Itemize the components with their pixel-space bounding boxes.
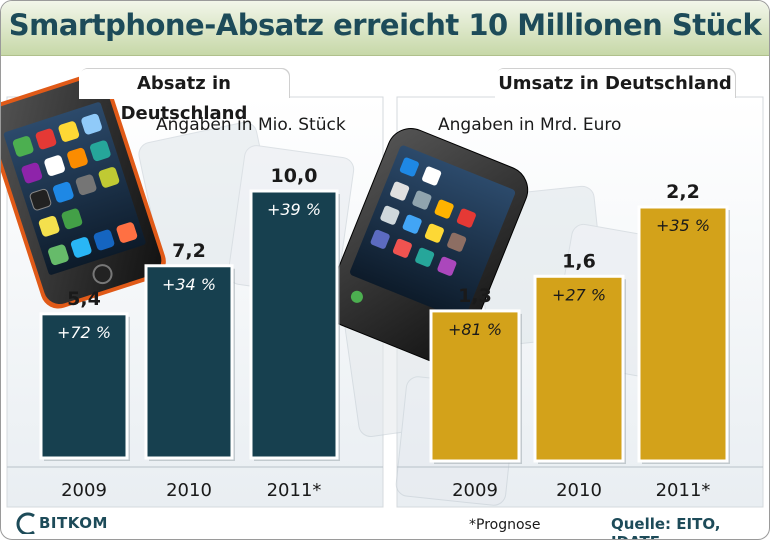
smartphone-illustration-right [325,128,529,365]
bar-value-label: 1,3 [458,285,492,307]
footnote: *Prognose [469,517,541,533]
bar [39,312,129,460]
bar [533,274,625,463]
bar-growth-label: +35 % [656,216,710,235]
bar-growth-label: +34 % [162,275,216,294]
brand-name: BITKOM [39,514,108,532]
bar-value-label: 2,2 [666,181,700,203]
category-tick-label: 2011* [267,480,322,501]
right-panel-title: Umsatz in Deutschland [495,69,735,99]
bar-growth-label: +81 % [448,320,502,339]
bar [249,189,339,460]
bar [429,309,521,463]
right-bar-chart: 1,3 +81 % 2009 1,6 +27 % 2010 2,2 +35 % 2011* [429,181,730,501]
category-tick-label: 2010 [556,480,602,501]
bitkom-logo-icon [16,512,35,534]
bar-value-label: 7,2 [172,240,206,262]
left-panel-title: Absatz in Deutschland [79,69,289,124]
title-bar: Smartphone-Absatz erreicht 10 Millionen … [1,1,769,56]
bar [637,205,729,463]
right-unit-label: Angaben in Mrd. Euro [438,115,622,135]
left-bar-chart: 5,4 +72 % 2009 7,2 +34 % 2010 10,0 +39 % 2011* [39,165,340,501]
bar-growth-label: +27 % [552,285,606,304]
category-tick-label: 2011* [656,480,711,501]
bar-value-label: 1,6 [562,250,596,272]
bar-value-label: 5,4 [67,288,101,310]
bar [144,264,234,460]
bar-value-label: 10,0 [271,165,318,187]
bar-growth-label: +39 % [267,200,321,219]
category-tick-label: 2010 [166,480,212,501]
left-unit-label: Angaben in Mio. Stück [156,115,346,135]
smartphone-illustration-left [1,73,166,309]
category-tick-label: 2009 [61,480,107,501]
bar-growth-label: +72 % [57,323,111,342]
source-note: Quelle: EITO, IDATE [611,515,721,539]
chart-title: Smartphone-Absatz erreicht 10 Millionen … [8,8,762,42]
category-tick-label: 2009 [452,480,498,501]
